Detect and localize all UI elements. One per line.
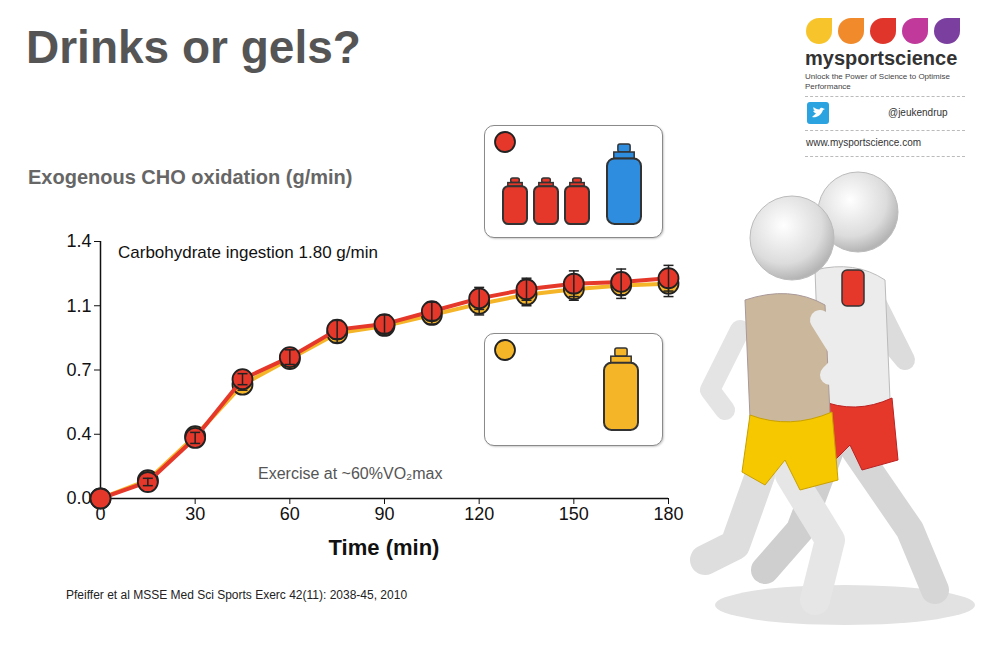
svg-text:30: 30 [185, 504, 205, 524]
svg-text:0.4: 0.4 [66, 424, 91, 444]
html-text:Time (min): Time (min) [328, 535, 440, 560]
svg-text:1.4: 1.4 [66, 231, 91, 251]
svg-text:0: 0 [95, 504, 106, 525]
html-text:@jeukendrup: @jeukendrup [888, 107, 948, 118]
svg-text:0.7: 0.7 [66, 360, 91, 380]
svg-text:1.1: 1.1 [66, 296, 91, 316]
html-text:mysportscience: mysportscience [805, 47, 958, 69]
html-text:Drinks or gels?: Drinks or gels? [26, 21, 361, 73]
html-text:Pfeiffer et al MSSE Med Sci Sp: Pfeiffer et al MSSE Med Sci Sports Exerc… [66, 588, 408, 602]
svg-text:60: 60 [280, 504, 300, 524]
svg-text:90: 90 [374, 504, 394, 524]
html-text:Exercise at ~60%VO₂max: Exercise at ~60%VO₂max [258, 465, 443, 482]
html-text:Carbohydrate ingestion 1.80 g/: Carbohydrate ingestion 1.80 g/min [118, 243, 378, 262]
html-text:Unlock the Power of Science to: Unlock the Power of Science to Optimise … [805, 72, 950, 91]
svg-text:120: 120 [464, 504, 494, 524]
svg-text:0.0: 0.0 [66, 488, 91, 508]
svg-text:180: 180 [653, 504, 683, 524]
html-text:Exogenous CHO oxidation (g/min: Exogenous CHO oxidation (g/min) [28, 166, 353, 188]
svg-text:150: 150 [559, 504, 589, 524]
html-text:www.mysportscience.com: www.mysportscience.com [806, 137, 921, 148]
